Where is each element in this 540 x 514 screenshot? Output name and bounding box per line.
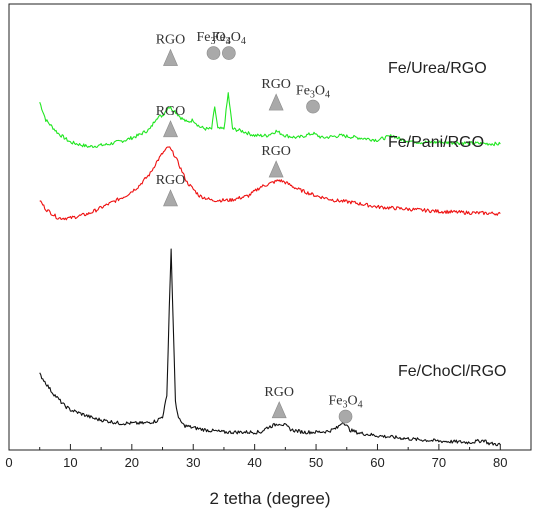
peak-label: RGO (156, 104, 186, 119)
fe3o4-peak-marker (338, 409, 353, 424)
rgo-peak-marker (163, 120, 178, 138)
x-tick-label: 30 (186, 455, 200, 470)
peak-label: RGO (261, 77, 291, 92)
series-label-1: Fe/Urea/RGO (388, 60, 487, 77)
rgo-peak-marker (268, 160, 284, 178)
x-tick-label: 60 (370, 455, 384, 470)
peak-label: RGO (156, 33, 186, 48)
x-tick-label: 40 (247, 455, 261, 470)
peak-label: RGO (261, 144, 291, 159)
peak-label: Fe3O4 (296, 84, 330, 101)
rgo-peak-marker (268, 93, 284, 111)
x-axis-label: 2 tetha (degree) (210, 489, 331, 508)
peak-label: RGO (264, 385, 294, 400)
series-labels: Fe/Urea/RGO Fe/Pani/RGO Fe/ChoCl/RGO (388, 60, 506, 380)
peak-label: Fe3O4 (328, 394, 362, 411)
series-lines (39, 92, 501, 447)
x-tick-label: 50 (309, 455, 323, 470)
peak-label: RGO (156, 173, 186, 188)
x-tick-label: 80 (493, 455, 507, 470)
peak-label: Fe3O4 (196, 30, 230, 47)
plot-frame (8, 3, 532, 451)
series-line-1 (39, 92, 501, 149)
x-tick-label: 10 (63, 455, 77, 470)
x-axis: 0 10 20 30 40 50 60 70 80 (5, 444, 508, 470)
series-line-2 (39, 146, 501, 221)
x-tick-label: 70 (432, 455, 446, 470)
series-label-3: Fe/ChoCl/RGO (398, 363, 506, 380)
series-label-2: Fe/Pani/RGO (388, 134, 484, 151)
peak-label: Fe3O4 (212, 30, 246, 47)
rgo-peak-marker (163, 189, 178, 207)
rgo-peak-marker (163, 48, 178, 66)
fe3o4-peak-marker (306, 99, 320, 114)
series-line-3 (39, 248, 501, 447)
rgo-peak-marker (271, 401, 287, 419)
x-tick-label: 0 (5, 455, 12, 470)
fe3o4-peak-marker (206, 46, 221, 60)
x-tick-label: 20 (125, 455, 139, 470)
fe3o4-peak-marker (222, 46, 236, 60)
